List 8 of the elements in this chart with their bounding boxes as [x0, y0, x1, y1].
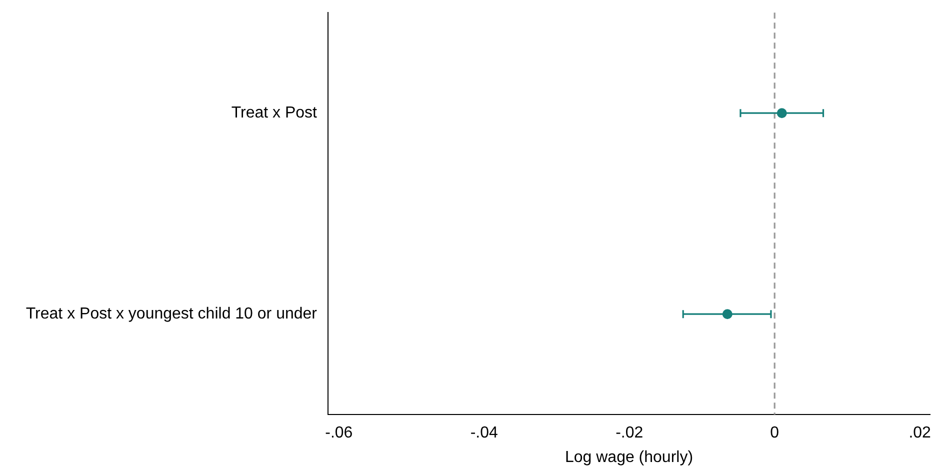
x-tick-label: 0 — [770, 424, 780, 442]
y-tick-label: Treat x Post — [231, 104, 318, 122]
x-axis-title: Log wage (hourly) — [564, 448, 694, 466]
x-tick-label: -.06 — [325, 424, 353, 442]
x-tick-label: -.04 — [470, 424, 498, 442]
y-tick-label: Treat x Post x youngest child 10 or under — [26, 306, 318, 323]
x-tick-label: -.02 — [616, 424, 644, 442]
x-tick-label: .02 — [908, 424, 932, 442]
